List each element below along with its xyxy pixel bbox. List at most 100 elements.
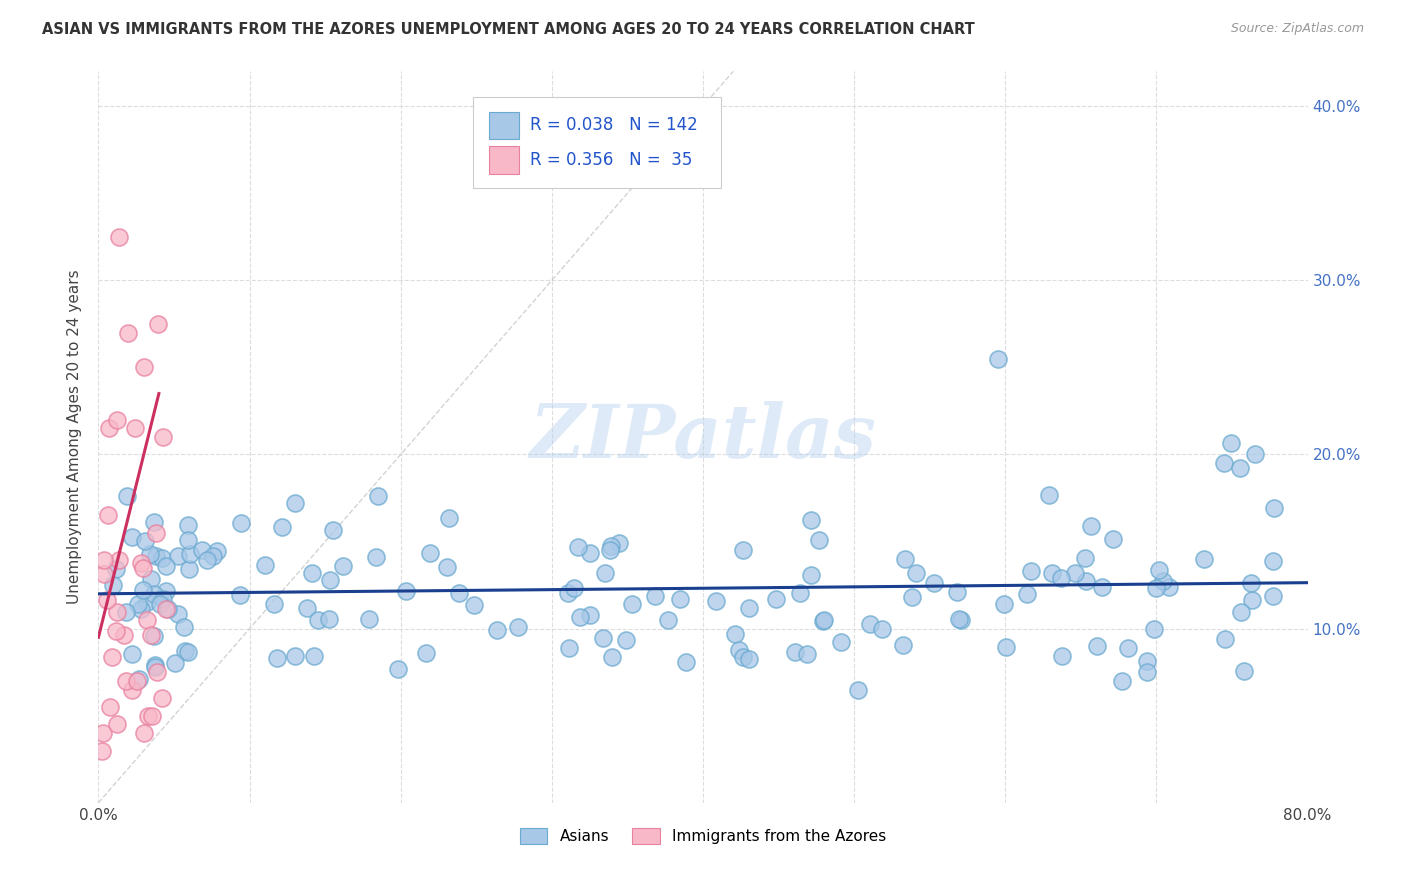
Y-axis label: Unemployment Among Ages 20 to 24 years: Unemployment Among Ages 20 to 24 years [67, 269, 83, 605]
Asians [1261, 554, 1284, 568]
Asians [704, 593, 727, 607]
Immigrants from the Azores [146, 317, 169, 331]
Asians [727, 643, 749, 657]
Asians [1213, 456, 1236, 470]
Asians [593, 566, 616, 581]
Asians [366, 549, 388, 564]
Asians [195, 553, 218, 567]
Asians [789, 586, 811, 600]
FancyBboxPatch shape [474, 97, 721, 188]
Asians [155, 559, 177, 574]
Asians [295, 601, 318, 615]
Asians [796, 647, 818, 661]
Asians [946, 585, 969, 599]
Immigrants from the Azores [139, 628, 162, 642]
Asians [600, 649, 623, 664]
Asians [229, 588, 252, 602]
Immigrants from the Azores [101, 649, 124, 664]
Asians [1087, 639, 1109, 653]
Asians [318, 612, 340, 626]
Asians [394, 583, 416, 598]
Asians [115, 489, 138, 503]
Asians [813, 613, 835, 627]
Asians [1101, 532, 1123, 546]
Asians [558, 640, 581, 655]
Asians [1050, 649, 1073, 664]
Asians [1080, 518, 1102, 533]
Asians [302, 648, 325, 663]
Immigrants from the Azores [141, 708, 163, 723]
Text: Source: ZipAtlas.com: Source: ZipAtlas.com [1230, 22, 1364, 36]
Asians [263, 598, 285, 612]
Asians [738, 652, 761, 666]
Immigrants from the Azores [96, 508, 118, 523]
Asians [620, 597, 643, 611]
Asians [1064, 566, 1087, 581]
Immigrants from the Azores [134, 360, 156, 375]
Asians [859, 617, 882, 632]
Immigrants from the Azores [146, 665, 169, 680]
Immigrants from the Azores [132, 726, 155, 740]
Asians [121, 647, 143, 661]
Asians [1136, 654, 1159, 668]
Asians [644, 590, 666, 604]
Asians [139, 572, 162, 586]
Asians [592, 631, 614, 645]
FancyBboxPatch shape [489, 146, 519, 174]
Asians [143, 587, 166, 601]
Asians [176, 645, 198, 659]
Asians [1233, 665, 1256, 679]
Asians [101, 578, 124, 592]
Immigrants from the Azores [132, 560, 155, 574]
Asians [891, 638, 914, 652]
Immigrants from the Azores [108, 553, 131, 567]
Asians [567, 540, 589, 554]
Asians [569, 609, 592, 624]
Asians [675, 656, 697, 670]
Asians [616, 633, 638, 648]
Asians [449, 586, 471, 600]
Asians [149, 597, 172, 611]
Asians [367, 489, 389, 503]
Asians [486, 623, 509, 637]
Asians [179, 547, 201, 561]
Immigrants from the Azores [155, 602, 177, 616]
Asians [813, 614, 835, 628]
Immigrants from the Azores [117, 326, 139, 340]
Immigrants from the Azores [136, 613, 159, 627]
Immigrants from the Azores [125, 673, 148, 688]
Asians [419, 546, 441, 560]
Asians [1219, 435, 1241, 450]
Immigrants from the Azores [105, 412, 128, 426]
Immigrants from the Azores [129, 556, 152, 570]
Asians [1147, 563, 1170, 577]
Asians [143, 515, 166, 529]
Asians [657, 613, 679, 627]
Asians [415, 646, 437, 660]
Asians [301, 566, 323, 580]
Asians [177, 518, 200, 533]
Asians [437, 511, 460, 525]
Asians [155, 584, 177, 599]
Asians [1144, 581, 1167, 595]
Asians [893, 551, 915, 566]
Legend: Asians, Immigrants from the Azores: Asians, Immigrants from the Azores [513, 822, 893, 850]
Asians [508, 620, 530, 634]
Asians [600, 539, 623, 553]
Asians [205, 543, 228, 558]
Asians [1116, 641, 1139, 656]
Asians [1192, 551, 1215, 566]
Asians [201, 549, 224, 563]
Asians [1143, 622, 1166, 636]
Immigrants from the Azores [96, 592, 118, 607]
Asians [174, 644, 197, 658]
Immigrants from the Azores [124, 421, 146, 435]
Immigrants from the Azores [150, 691, 173, 706]
Asians [142, 629, 165, 643]
Asians [284, 496, 307, 510]
Asians [134, 534, 156, 549]
Immigrants from the Azores [105, 717, 128, 731]
Asians [800, 513, 823, 527]
Asians [995, 640, 1018, 655]
Asians [253, 558, 276, 572]
